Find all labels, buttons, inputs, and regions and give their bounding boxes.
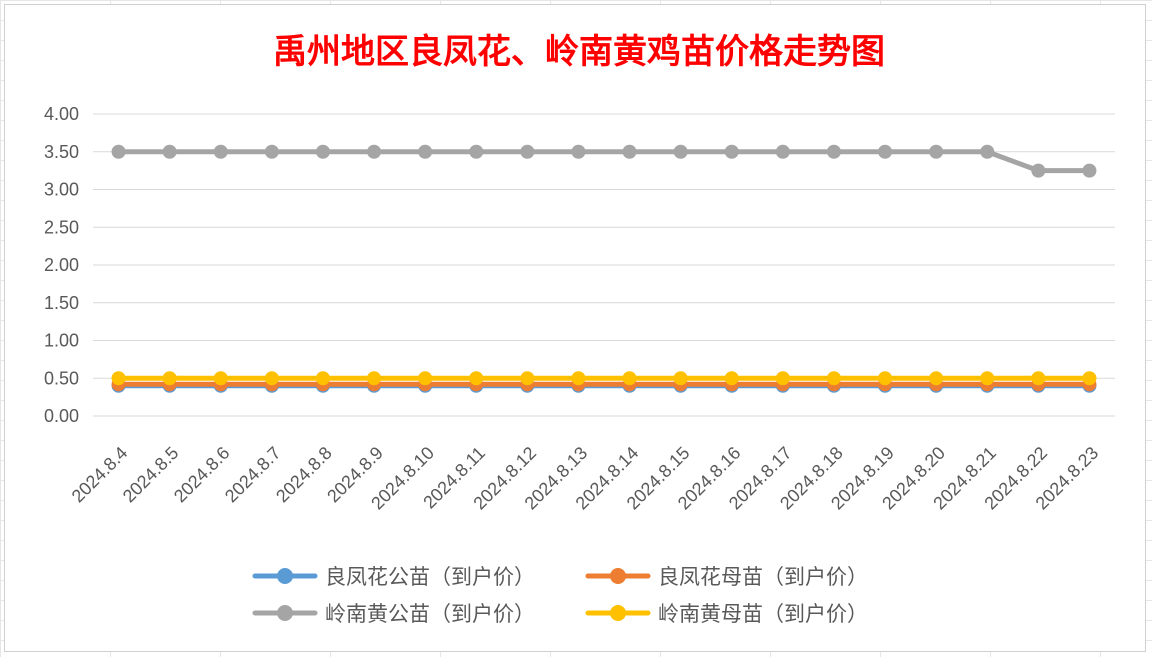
x-tick-label: 2024.8.6	[170, 443, 234, 507]
legend-marker	[277, 568, 293, 584]
legend-item[interactable]: 岭南黄母苗（到户价）	[585, 602, 868, 626]
data-point	[264, 371, 279, 386]
legend-label: 岭南黄公苗（到户价）	[325, 602, 535, 626]
data-point	[213, 371, 228, 386]
series-4	[111, 371, 1097, 386]
y-tick-label: 0.50	[44, 368, 79, 388]
data-point	[673, 371, 688, 386]
legend: 良凤花公苗（到户价） 良凤花母苗（到户价） 岭南黄公苗（到户价） 岭南黄母苗（到户价）	[252, 565, 868, 626]
data-point	[111, 371, 126, 386]
y-axis-ticks: 0.00 0.50 1.00 1.50 2.00 2.50 3.00 3.50 4.00	[44, 104, 79, 426]
gridlines	[93, 113, 1115, 417]
x-tick-label: 2024.8.5	[119, 443, 183, 507]
data-point	[469, 144, 484, 159]
data-point	[264, 144, 279, 159]
data-point	[520, 144, 535, 159]
data-point	[622, 371, 637, 386]
y-tick-label: 3.00	[44, 180, 79, 200]
legend-item[interactable]: 岭南黄公苗（到户价）	[252, 602, 535, 626]
data-point	[111, 144, 126, 159]
y-tick-label: 4.00	[44, 104, 79, 124]
legend-marker	[610, 605, 626, 621]
data-point	[826, 144, 841, 159]
data-point	[213, 144, 228, 159]
data-point	[775, 144, 790, 159]
data-point	[1031, 371, 1046, 386]
data-point	[469, 371, 484, 386]
chart-object[interactable]: 禹州地区良凤花、岭南黄鸡苗价格走势图 0.00 0.50 1.00 1.50 2.00 2…	[4, 4, 1146, 652]
data-point	[520, 371, 535, 386]
data-point	[878, 371, 893, 386]
data-point	[929, 144, 944, 159]
x-tick-label: 2024.8.8	[272, 443, 336, 507]
y-tick-label: 3.50	[44, 142, 79, 162]
data-point	[826, 371, 841, 386]
data-point	[1031, 163, 1046, 178]
data-point	[775, 371, 790, 386]
legend-item[interactable]: 良凤花公苗（到户价）	[252, 565, 535, 589]
series-lines	[111, 144, 1097, 393]
data-point	[673, 144, 688, 159]
chart-title: 禹州地区良凤花、岭南黄鸡苗价格走势图	[273, 32, 885, 72]
data-point	[162, 144, 177, 159]
data-point	[878, 144, 893, 159]
data-point	[315, 371, 330, 386]
legend-label: 良凤花公苗（到户价）	[325, 565, 535, 589]
y-tick-label: 1.50	[44, 293, 79, 313]
y-tick-label: 0.00	[44, 406, 79, 426]
series-line	[116, 149, 1092, 174]
data-point	[367, 144, 382, 159]
data-point	[162, 371, 177, 386]
data-point	[418, 144, 433, 159]
x-axis-ticks: 2024.8.42024.8.52024.8.62024.8.72024.8.8…	[68, 443, 1103, 514]
data-point	[367, 371, 382, 386]
x-tick-label: 2024.8.7	[221, 443, 285, 507]
legend-marker	[610, 568, 626, 584]
legend-label: 岭南黄母苗（到户价）	[658, 602, 868, 626]
data-point	[622, 144, 637, 159]
data-point	[418, 371, 433, 386]
y-tick-label: 2.50	[44, 217, 79, 237]
data-point	[724, 371, 739, 386]
data-point	[315, 144, 330, 159]
data-point	[571, 144, 586, 159]
data-point	[724, 144, 739, 159]
legend-marker	[277, 605, 293, 621]
legend-item[interactable]: 良凤花母苗（到户价）	[585, 565, 868, 589]
line-chart: 禹州地区良凤花、岭南黄鸡苗价格走势图 0.00 0.50 1.00 1.50 2.00 2…	[44, 32, 1115, 626]
data-point	[571, 371, 586, 386]
data-point	[980, 371, 995, 386]
y-tick-label: 2.00	[44, 255, 79, 275]
series-3	[111, 144, 1097, 178]
x-tick-label: 2024.8.4	[68, 443, 132, 507]
data-point	[980, 144, 995, 159]
y-tick-label: 1.00	[44, 331, 79, 351]
data-point	[1082, 163, 1097, 178]
data-point	[1082, 371, 1097, 386]
legend-label: 良凤花母苗（到户价）	[658, 565, 868, 589]
data-point	[929, 371, 944, 386]
